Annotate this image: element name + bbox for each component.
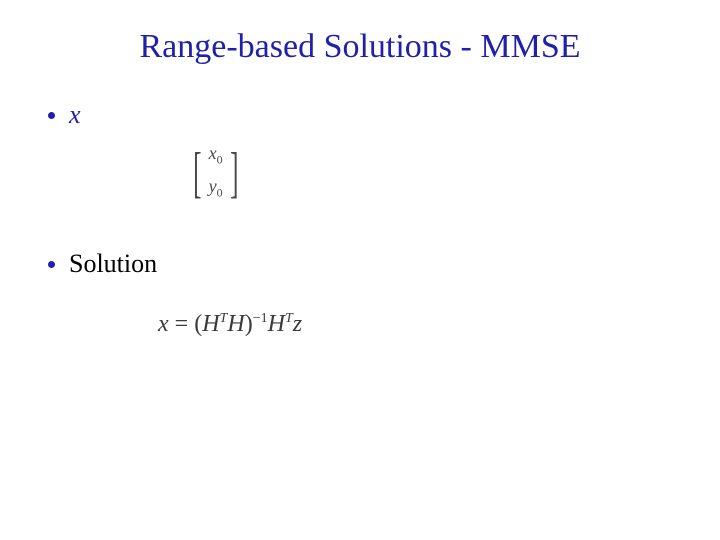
bullet-dot-icon	[48, 261, 55, 268]
bullet-item-solution: Solution	[48, 249, 672, 279]
eq-close: )	[245, 311, 253, 337]
vector-bracket-group: [ x0 y0 ]	[188, 140, 672, 205]
left-bracket-icon: [	[193, 145, 201, 201]
slide: Range-based Solutions - MMSE x [ x0 y0 ]…	[0, 0, 720, 540]
bullet-dot-icon	[48, 112, 55, 119]
eq-H2: H	[227, 311, 244, 337]
eq-eq: =	[175, 311, 195, 337]
vector-entry-1-text: y0	[209, 176, 223, 196]
bullet-item-x: x	[48, 100, 672, 130]
vector-entry-1: y0	[209, 173, 223, 206]
eq-open: (	[194, 311, 202, 337]
eq-lhs: x	[158, 311, 169, 337]
vector-entry-0: x0	[209, 140, 223, 173]
eq-z: z	[293, 311, 302, 337]
eq-H1: H	[202, 311, 219, 337]
bullet-label: x	[69, 100, 81, 130]
bullet-label: Solution	[69, 249, 157, 279]
vector-x-definition: [ x0 y0 ]	[188, 140, 672, 205]
right-bracket-icon: ]	[230, 145, 238, 201]
slide-title: Range-based Solutions - MMSE	[48, 28, 672, 66]
mmse-equation: x = (HTH)−1HTz	[158, 311, 672, 338]
eq-H3: H	[268, 311, 285, 337]
eq-inv: −1	[253, 311, 268, 326]
vector-entry-0-text: x0	[209, 143, 223, 163]
eq-T2: T	[285, 311, 293, 326]
vector-entries: x0 y0	[207, 140, 225, 205]
